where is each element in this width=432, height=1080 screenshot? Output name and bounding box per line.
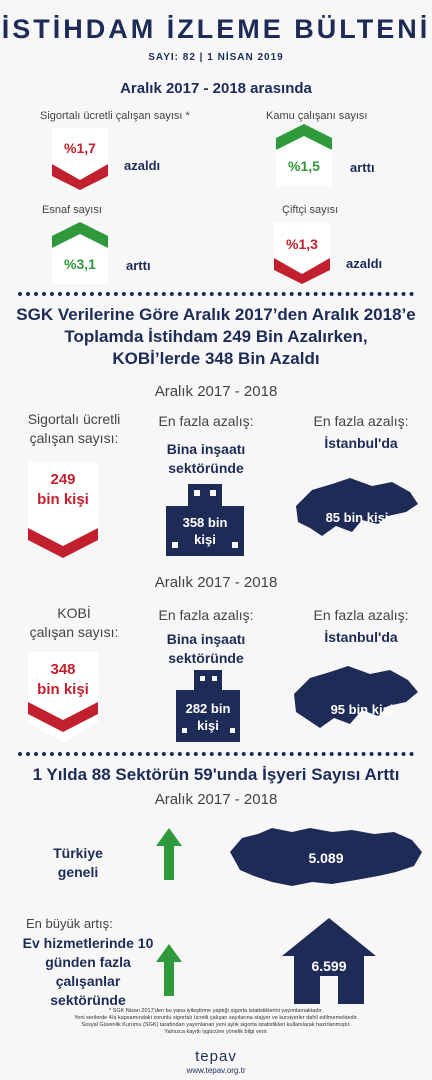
trend-insured-employees: azaldı (124, 158, 161, 173)
right-value: 85 bin kişi (325, 510, 389, 525)
label-tradesmen: Esnaf sayısı (42, 204, 102, 216)
value-insured-employees: %1,7 (64, 140, 96, 156)
value-farmers: %1,3 (286, 236, 318, 252)
sector-bold: Ev hizmetlerinde 10 günden fazla çalışan… (22, 935, 154, 1008)
right-city: İstanbul'da (324, 629, 398, 645)
brand-url[interactable]: www.tepav.org.tr (186, 1066, 246, 1075)
turkey-label: Türkiye geneli (53, 845, 103, 880)
label-public-employees: Kamu çalışanı sayısı (266, 110, 368, 122)
issue-info: SAYI: 82 | 1 NİSAN 2019 (148, 52, 284, 63)
right-city: İstanbul'da (324, 435, 398, 451)
trend-tradesmen: arttı (126, 258, 151, 273)
up-arrow-icon (156, 944, 182, 996)
down-chevron-icon (274, 222, 330, 284)
up-chevron-icon (276, 124, 332, 186)
turkey-value: 5.089 (308, 850, 344, 866)
left-label: Sigortalı ücretli çalışan sayısı: (27, 411, 121, 446)
value-public-employees: %1,5 (288, 158, 320, 174)
istanbul-map-icon (294, 666, 418, 728)
left-value: 249 bin kişi (37, 471, 89, 508)
down-chevron-icon (28, 652, 98, 742)
section3-heading: 1 Yılda 88 Sektörün 59'unda İşyeri Sayıs… (32, 765, 400, 784)
dotted-divider (18, 292, 414, 296)
bulletin-title: İSTİHDAM İZLEME BÜLTENİ (1, 14, 431, 44)
house-icon (282, 918, 376, 1004)
period-label: Aralık 2017 - 2018 (154, 791, 278, 808)
right-label: En fazla azalış: (313, 413, 409, 429)
dotted-divider (18, 752, 414, 756)
down-chevron-icon (52, 128, 108, 190)
mid-sector: Bina inşaatı sektöründe (166, 441, 246, 476)
period-label: Aralık 2017 - 2018 (154, 574, 278, 591)
value-tradesmen: %3,1 (64, 256, 96, 272)
period-label: Aralık 2017 - 2018 (154, 383, 278, 400)
sector-value: 6.599 (311, 958, 347, 974)
turkey-map-icon (230, 828, 422, 886)
mid-value: 282 bin kişi (185, 701, 231, 733)
mid-label: En fazla azalış: (158, 607, 254, 623)
section1-heading: Aralık 2017 - 2018 arasında (120, 80, 312, 97)
label-farmers: Çiftçi sayısı (282, 204, 339, 216)
trend-farmers: azaldı (346, 256, 383, 271)
section2-heading: SGK Verilerine Göre Aralık 2017’den Aral… (16, 305, 416, 368)
footnotes: * SGK Nisan 2017’den bu yana iyileştirme… (74, 1008, 358, 1035)
sector-prefix: En büyük artış: (26, 916, 113, 931)
left-value: 348 bin kişi (37, 661, 89, 698)
mid-sector: Bina inşaatı sektöründe (166, 631, 246, 666)
up-chevron-icon (52, 222, 108, 284)
building-icon (166, 484, 244, 556)
trend-public-employees: arttı (350, 160, 375, 175)
right-value: 95 bin kişi (330, 702, 394, 717)
mid-label: En fazla azalış: (158, 413, 254, 429)
istanbul-map-icon (296, 478, 418, 536)
mid-value: 358 bin kişi (182, 515, 228, 547)
right-label: En fazla azalış: (313, 607, 409, 623)
label-insured-employees: Sigortalı ücretli çalışan sayısı * (40, 110, 190, 122)
left-label: KOBİ çalışan sayısı: (29, 605, 119, 640)
down-chevron-icon (28, 462, 98, 558)
up-arrow-icon (156, 828, 182, 880)
building-icon (176, 670, 240, 742)
brand-logo: tepav (195, 1048, 237, 1065)
